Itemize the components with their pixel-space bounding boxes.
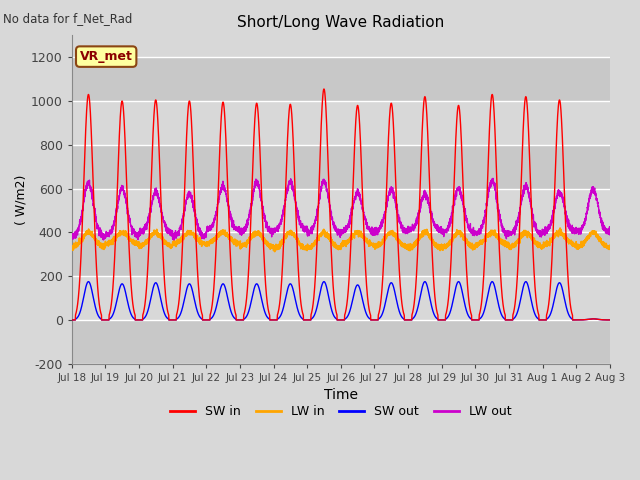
- Bar: [72, 232, 610, 276]
- Bar: [72, 57, 610, 101]
- Bar: [72, 145, 610, 189]
- X-axis label: Time: Time: [324, 388, 358, 402]
- Text: VR_met: VR_met: [80, 50, 132, 63]
- Text: No data for f_Net_Rad: No data for f_Net_Rad: [3, 12, 132, 25]
- Y-axis label: ( W/m2): ( W/m2): [15, 174, 28, 225]
- Legend: SW in, LW in, SW out, LW out: SW in, LW in, SW out, LW out: [165, 400, 516, 423]
- Bar: [72, 320, 610, 364]
- Title: Short/Long Wave Radiation: Short/Long Wave Radiation: [237, 15, 444, 30]
